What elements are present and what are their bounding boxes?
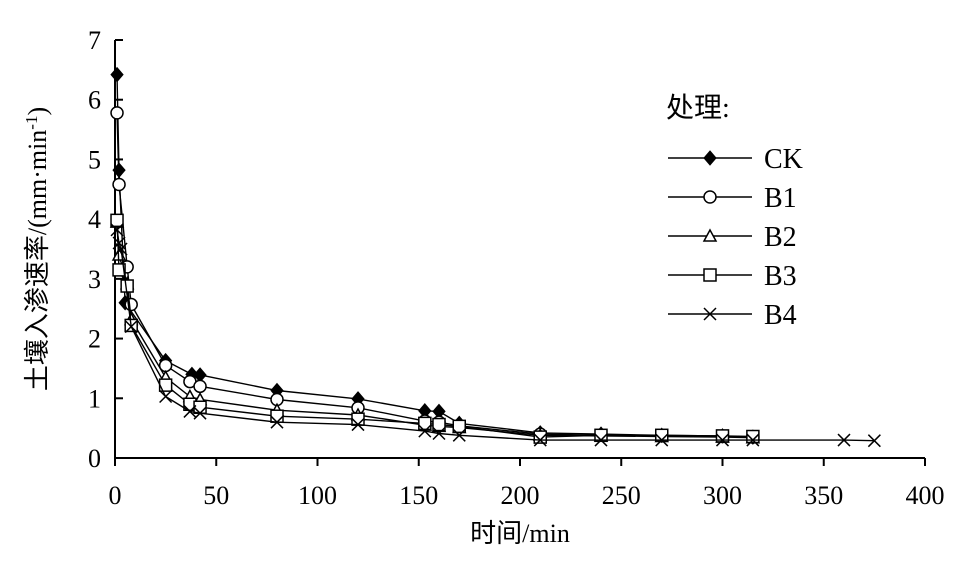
legend-item-b1: B1 xyxy=(668,183,797,214)
legend-label-ck: CK xyxy=(764,144,803,175)
legend-title: 处理: xyxy=(666,92,730,124)
series-line-b4 xyxy=(116,229,875,442)
data-point-b1 xyxy=(110,106,124,120)
legend-item-ck: CK xyxy=(668,144,803,175)
legend-label-b1: B1 xyxy=(764,183,797,214)
data-point-b3 xyxy=(715,429,730,443)
data-point-b4 xyxy=(715,433,730,447)
data-point-b4 xyxy=(110,223,124,237)
y-axis-title: 土壤入渗速率/(mm·min-1) xyxy=(22,107,53,391)
legend-label-b2: B2 xyxy=(764,222,797,253)
data-point-b3 xyxy=(452,419,466,434)
data-point-b4 xyxy=(270,415,284,429)
data-point-b1 xyxy=(193,379,207,394)
data-point-b3 xyxy=(594,428,608,443)
data-point-b4 xyxy=(159,389,173,404)
data-point-b3 xyxy=(418,416,432,431)
data-point-b1 xyxy=(112,177,126,192)
data-point-b4 xyxy=(418,424,432,438)
x-tick-label: 100 xyxy=(298,481,337,510)
y-tick-label: 1 xyxy=(88,384,101,413)
x-tick-label: 200 xyxy=(501,481,540,510)
data-point-b4 xyxy=(432,426,446,441)
data-point-b3 xyxy=(533,430,547,444)
data-point-b4 xyxy=(193,406,207,420)
data-point-b4 xyxy=(837,433,851,447)
legend-item-b4: B4 xyxy=(668,300,797,331)
legend-marker-b1 xyxy=(703,190,717,204)
data-point-b4 xyxy=(452,428,466,442)
data-point-b3 xyxy=(112,263,126,277)
data-point-b3 xyxy=(432,417,446,432)
data-point-b4 xyxy=(533,433,547,447)
x-tick-label: 150 xyxy=(399,481,438,510)
series-layer xyxy=(109,66,881,448)
legend-marker-b2 xyxy=(702,228,718,242)
data-point-b4 xyxy=(351,418,365,432)
series-b1 xyxy=(110,106,760,444)
series-line-b3 xyxy=(116,220,753,438)
legend: 处理: CK B1 B2 B3 B4 xyxy=(666,92,803,331)
y-tick-label: 7 xyxy=(88,26,101,55)
x-tick-label: 300 xyxy=(703,481,742,510)
data-point-b4 xyxy=(114,242,128,256)
y-tick-label: 4 xyxy=(88,205,101,234)
x-tick-label: 50 xyxy=(203,481,229,510)
legend-item-b2: B2 xyxy=(668,222,797,253)
data-point-ck xyxy=(110,66,124,83)
data-point-b3 xyxy=(110,213,124,228)
y-tick-label: 5 xyxy=(88,145,101,174)
legend-marker-b3 xyxy=(703,268,717,282)
series-line-b2 xyxy=(116,222,753,439)
y-tick-label: 2 xyxy=(88,325,101,354)
legend-label-b4: B4 xyxy=(764,300,797,331)
data-point-b4 xyxy=(594,433,608,447)
y-tick-label: 0 xyxy=(88,444,101,473)
series-line-b1 xyxy=(116,112,753,438)
data-point-b3 xyxy=(351,412,365,426)
data-point-b4 xyxy=(655,433,669,447)
legend-marker-ck xyxy=(703,150,717,166)
legend-marker-b4 xyxy=(703,307,717,321)
y-tick-label: 6 xyxy=(88,86,101,115)
data-point-b4 xyxy=(124,320,138,334)
legend-item-b3: B3 xyxy=(668,261,797,292)
x-tick-label: 400 xyxy=(906,481,945,510)
data-point-b4 xyxy=(746,433,760,447)
x-tick-label: 0 xyxy=(109,481,122,510)
data-point-b3 xyxy=(270,409,284,423)
data-point-b3 xyxy=(655,428,669,443)
y-tick-label: 3 xyxy=(88,265,101,294)
data-point-b3 xyxy=(193,400,207,414)
legend-label-b3: B3 xyxy=(764,261,797,292)
data-point-b4 xyxy=(867,434,881,448)
x-axis-title: 时间/min xyxy=(470,519,570,548)
series-b3 xyxy=(110,213,760,444)
x-tick-label: 350 xyxy=(804,481,843,510)
x-tick-label: 250 xyxy=(602,481,641,510)
data-point-b1 xyxy=(124,297,138,312)
series-line-ck xyxy=(116,74,753,438)
axes: 0 1 2 3 4 5 6 7 0 50 100 150 200 250 300 350 400 时间/min 土壤… xyxy=(22,26,945,548)
series-b4 xyxy=(110,223,881,448)
